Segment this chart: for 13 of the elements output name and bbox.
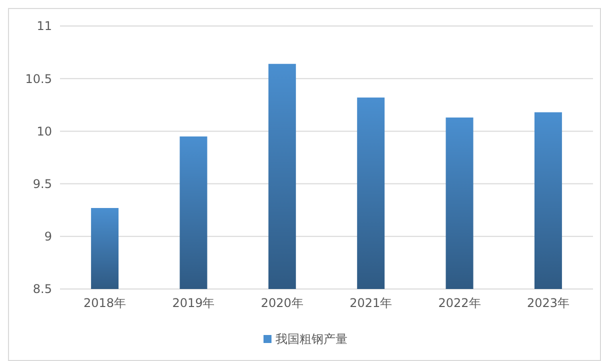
- x-tick-label: 2019年: [172, 296, 215, 310]
- x-tick-label: 2020年: [260, 296, 304, 310]
- y-tick-label: 9.5: [32, 177, 52, 191]
- legend-label: 我国粗钢产量: [276, 332, 348, 346]
- x-tick-label: 2018年: [84, 296, 126, 310]
- y-tick-label: 11: [36, 19, 52, 34]
- y-tick-label: 8.5: [32, 282, 52, 296]
- x-tick-label: 2023年: [526, 296, 570, 310]
- y-tick-label: 10.5: [25, 72, 52, 86]
- x-tick-label: 2021年: [350, 296, 392, 310]
- y-tick-label: 9: [44, 230, 52, 244]
- y-tick-label: 10: [36, 124, 52, 138]
- x-tick-label: 2022年: [438, 296, 481, 310]
